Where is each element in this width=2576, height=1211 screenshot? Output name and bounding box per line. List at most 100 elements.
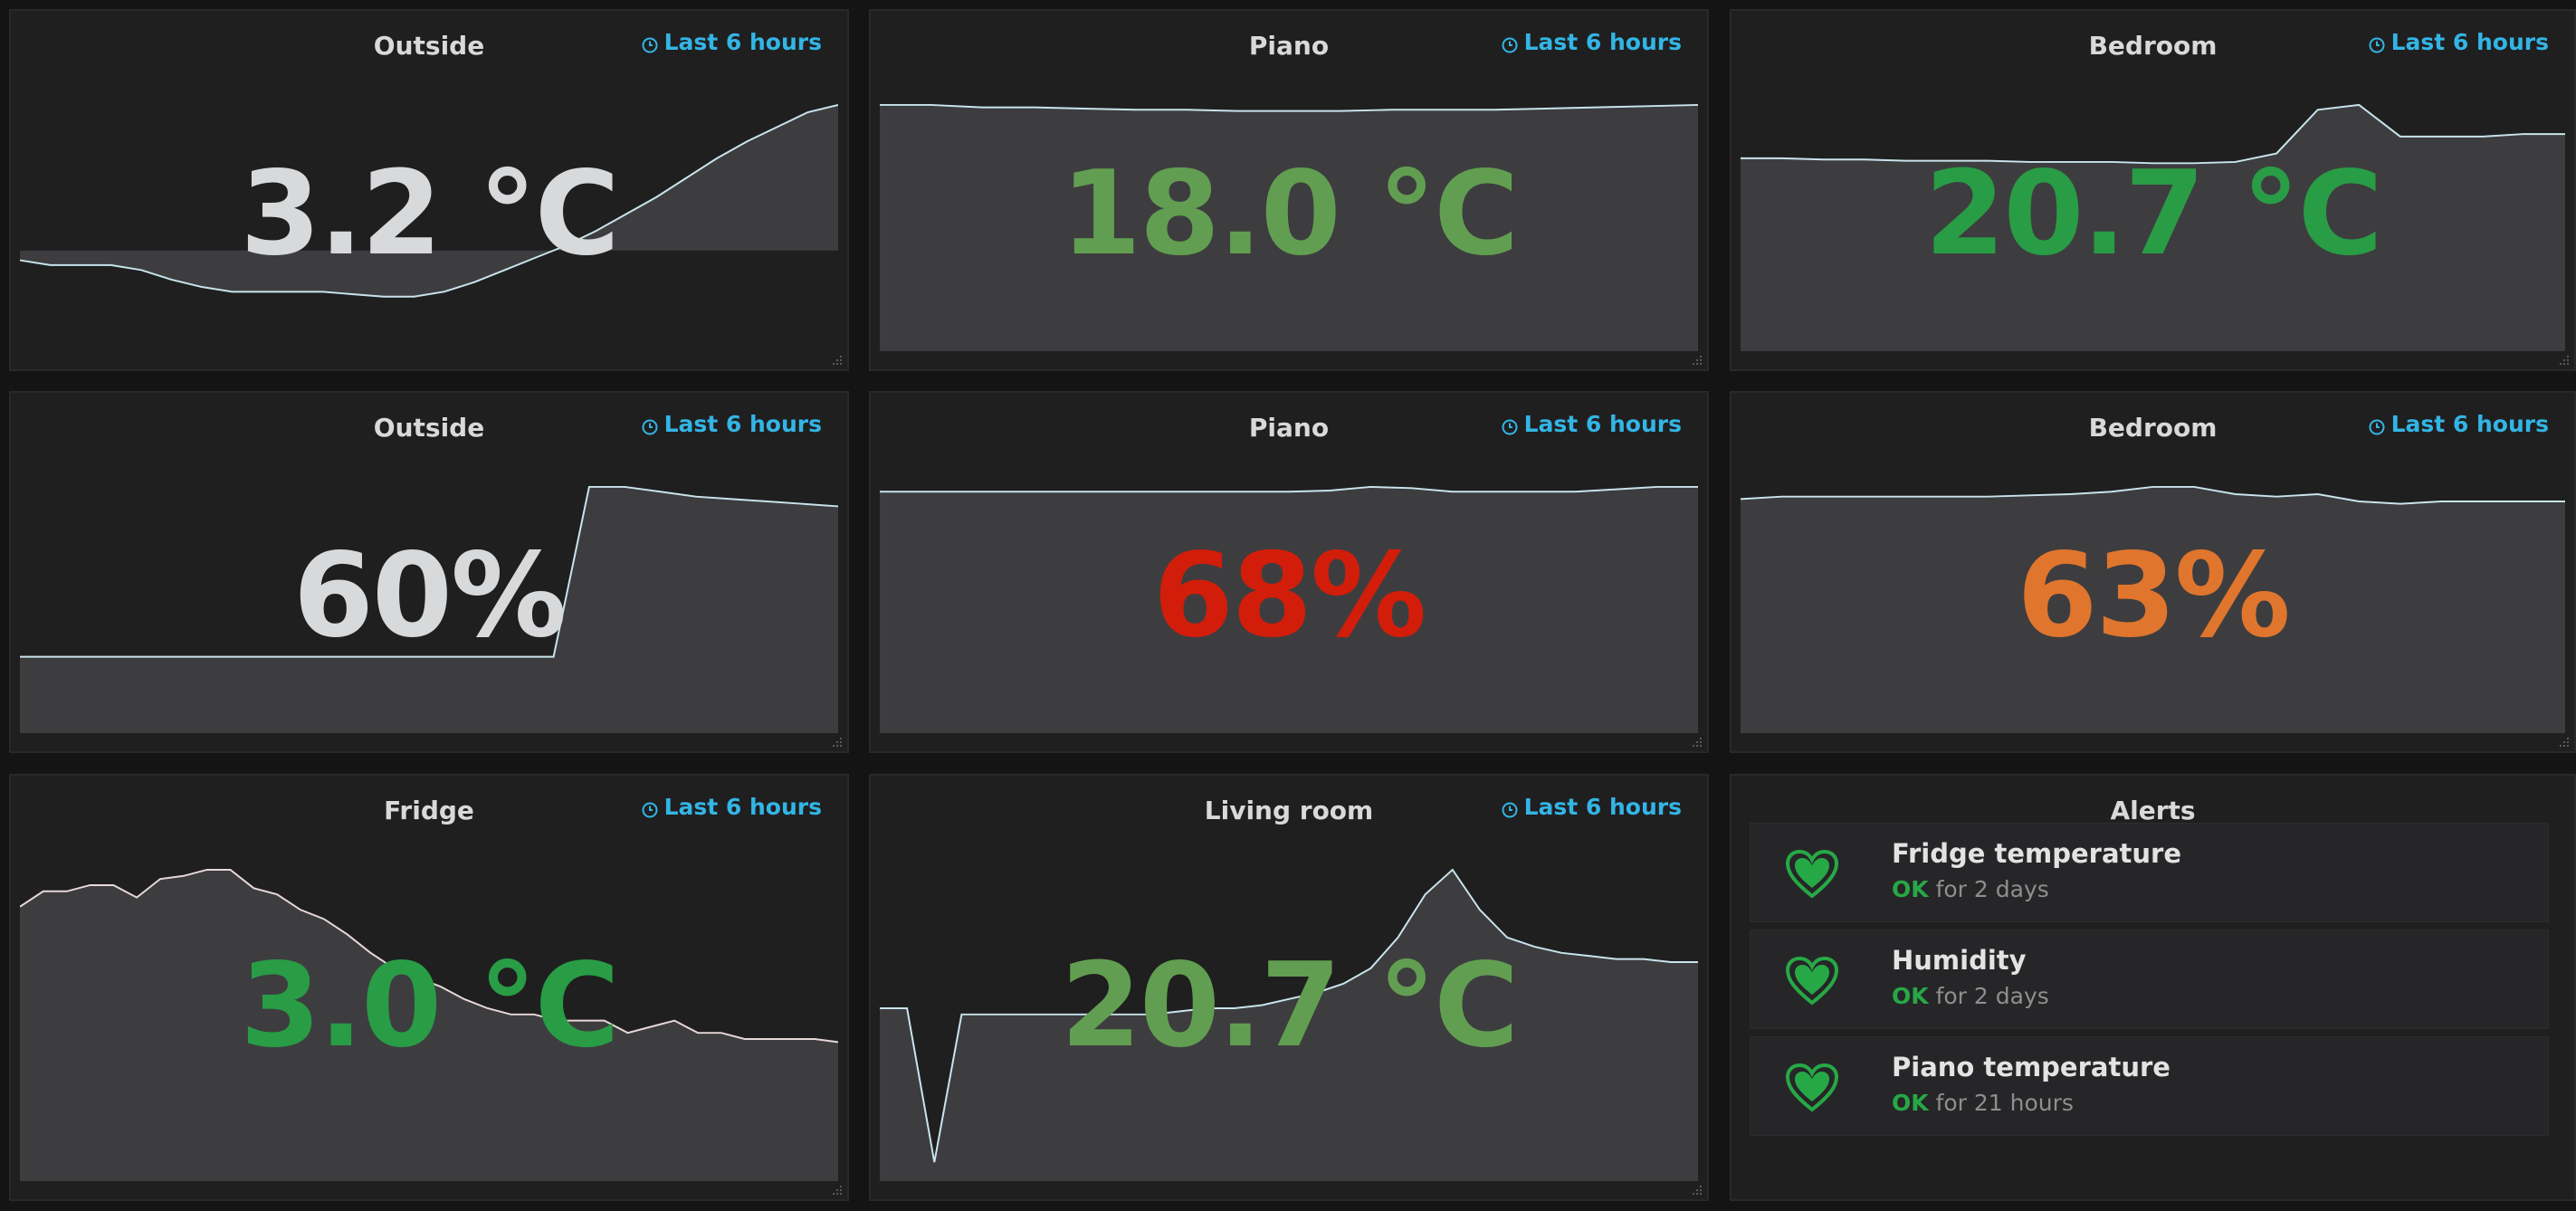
sparkline-line: [1741, 103, 2565, 165]
sparkline-line: [20, 868, 838, 1044]
clock-icon: [1501, 33, 1519, 52]
singlestat-panel[interactable]: Outside Last 6 hours 3.2 °C: [9, 9, 849, 371]
heart-icon: [1785, 956, 1839, 1006]
time-range-info: Last 6 hours: [641, 411, 822, 437]
heart-icon: [1785, 1063, 1839, 1113]
alert-duration: for 2 days: [1935, 983, 2049, 1009]
sparkline-area: [1741, 486, 2565, 733]
alert-state: OK for 21 hours: [1892, 1090, 2074, 1116]
alert-state: OK for 2 days: [1892, 876, 2049, 902]
alert-state: OK for 2 days: [1892, 983, 2049, 1009]
sparkline-line: [1741, 485, 2565, 505]
clock-icon: [641, 33, 659, 52]
time-range-label: Last 6 hours: [663, 794, 822, 820]
clock-icon: [2368, 415, 2386, 434]
resize-icon[interactable]: [831, 1183, 844, 1196]
sparkline: [20, 866, 838, 1181]
panel-title[interactable]: Bedroom: [2088, 31, 2218, 61]
alert-state-badge: OK: [1892, 983, 1929, 1009]
time-range-label: Last 6 hours: [1523, 794, 1682, 820]
stat-value: 18.0 °C: [1060, 147, 1519, 281]
sparkline-area: [20, 104, 838, 297]
sparkline: [880, 101, 1698, 351]
alert-duration: for 2 days: [1935, 876, 2049, 902]
time-range-label: Last 6 hours: [2390, 29, 2549, 55]
alert-duration: for 21 hours: [1935, 1090, 2074, 1116]
time-range-label: Last 6 hours: [663, 411, 822, 437]
singlestat-panel[interactable]: Fridge Last 6 hours 3.0 °C: [9, 774, 849, 1201]
sparkline: [1741, 101, 2565, 351]
resize-icon[interactable]: [831, 735, 844, 748]
panel-title[interactable]: Living room: [1204, 796, 1374, 825]
resize-icon[interactable]: [1691, 735, 1703, 748]
panel-title[interactable]: Outside: [373, 31, 485, 61]
time-range-info: Last 6 hours: [2368, 411, 2549, 437]
resize-icon[interactable]: [2558, 353, 2571, 366]
sparkline-area: [880, 104, 1698, 351]
panel-title[interactable]: Alerts: [2110, 796, 2196, 825]
clock-icon: [641, 415, 659, 434]
sparkline: [20, 483, 838, 733]
heart-icon: [1785, 849, 1839, 900]
sparkline-line: [880, 868, 1698, 1163]
alert-name[interactable]: Piano temperature: [1892, 1052, 2171, 1082]
stat-value: 68%: [1152, 529, 1426, 663]
sparkline: [20, 101, 838, 351]
clock-icon: [1501, 798, 1519, 817]
clock-icon: [641, 798, 659, 817]
singlestat-panel[interactable]: Living room Last 6 hours 20.7 °C: [869, 774, 1709, 1201]
alert-name[interactable]: Fridge temperature: [1892, 838, 2182, 869]
time-range-info: Last 6 hours: [1501, 29, 1682, 55]
stat-value: 60%: [292, 529, 567, 663]
sparkline: [880, 483, 1698, 733]
time-range-info: Last 6 hours: [1501, 794, 1682, 820]
time-range-label: Last 6 hours: [2390, 411, 2549, 437]
sparkline: [1741, 483, 2565, 733]
singlestat-panel[interactable]: Bedroom Last 6 hours 20.7 °C: [1730, 9, 2576, 371]
sparkline-line: [880, 103, 1698, 112]
resize-icon[interactable]: [1691, 353, 1703, 366]
sparkline-area: [880, 869, 1698, 1181]
panel-title[interactable]: Piano: [1248, 31, 1330, 61]
alert-name[interactable]: Humidity: [1892, 945, 2027, 976]
sparkline-area: [1741, 104, 2565, 351]
sparkline-line: [20, 103, 838, 298]
stat-value: 3.2 °C: [240, 147, 619, 281]
panel-title[interactable]: Piano: [1248, 413, 1330, 443]
alerts-panel[interactable]: Alerts Fridge temperature OK for 2 days Hum…: [1730, 774, 2576, 1201]
resize-icon[interactable]: [2558, 735, 2571, 748]
panel-title[interactable]: Fridge: [384, 796, 474, 825]
sparkline-line: [880, 485, 1698, 493]
time-range-info: Last 6 hours: [2368, 29, 2549, 55]
alert-row[interactable]: Humidity OK for 2 days: [1750, 930, 2549, 1029]
alert-row[interactable]: Fridge temperature OK for 2 days: [1750, 823, 2549, 922]
singlestat-panel[interactable]: Piano Last 6 hours 18.0 °C: [869, 9, 1709, 371]
alert-state-badge: OK: [1892, 1090, 1929, 1116]
stat-value: 3.0 °C: [240, 939, 619, 1073]
sparkline-area: [20, 869, 838, 1181]
resize-icon[interactable]: [831, 353, 844, 366]
time-range-info: Last 6 hours: [1501, 411, 1682, 437]
sparkline-area: [20, 486, 838, 733]
singlestat-panel[interactable]: Bedroom Last 6 hours 63%: [1730, 391, 2576, 753]
sparkline: [880, 866, 1698, 1181]
time-range-info: Last 6 hours: [641, 794, 822, 820]
stat-value: 20.7 °C: [1924, 147, 2382, 281]
time-range-label: Last 6 hours: [1523, 29, 1682, 55]
resize-icon[interactable]: [1691, 1183, 1703, 1196]
sparkline-area: [880, 486, 1698, 733]
time-range-label: Last 6 hours: [1523, 411, 1682, 437]
panel-title[interactable]: Bedroom: [2088, 413, 2218, 443]
sparkline-line: [20, 485, 838, 658]
stat-value: 20.7 °C: [1060, 939, 1519, 1073]
time-range-label: Last 6 hours: [663, 29, 822, 55]
time-range-info: Last 6 hours: [641, 29, 822, 55]
singlestat-panel[interactable]: Piano Last 6 hours 68%: [869, 391, 1709, 753]
panel-title[interactable]: Outside: [373, 413, 485, 443]
alert-row[interactable]: Piano temperature OK for 21 hours: [1750, 1036, 2549, 1136]
clock-icon: [1501, 415, 1519, 434]
singlestat-panel[interactable]: Outside Last 6 hours 60%: [9, 391, 849, 753]
clock-icon: [2368, 33, 2386, 52]
stat-value: 63%: [2017, 529, 2290, 663]
alert-state-badge: OK: [1892, 876, 1929, 902]
